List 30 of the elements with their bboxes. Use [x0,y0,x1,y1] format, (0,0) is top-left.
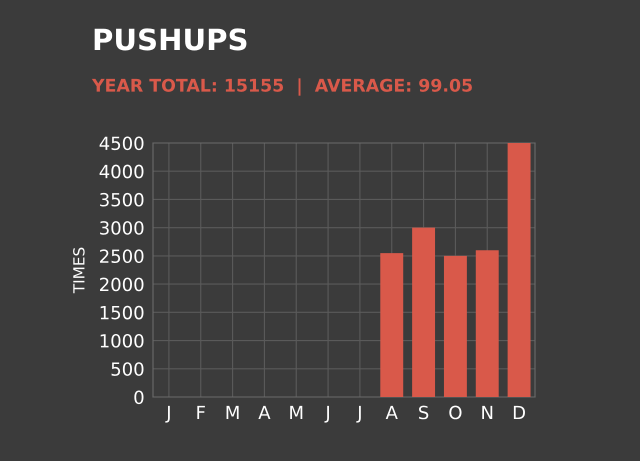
bar [476,250,499,397]
x-tick-label: J [356,406,361,423]
chart-title: PUSHUPS [94,28,246,50]
y-tick-label: 4500 [100,136,144,150]
y-tick-label: 4000 [100,164,144,178]
x-tick-label: M [290,406,302,420]
y-axis-title: TIMES [73,248,85,294]
x-tick-label: N [482,406,492,420]
bar [444,256,467,397]
x-tick-label: A [386,406,398,420]
y-tick-label: 0 [134,390,144,404]
y-tick-label: 3000 [100,221,144,235]
x-tick-label: S [419,406,428,420]
bar [380,253,404,397]
y-tick-label: 1500 [100,306,144,320]
x-tick-label: M [226,406,239,420]
x-tick-label: J [324,406,329,423]
bar [508,143,531,397]
bar [412,228,436,397]
x-tick-label: O [449,406,462,420]
x-tick-label: D [514,406,525,420]
chart-subtitle: YEAR TOTAL: 15155 | AVERAGE: 99.05 [92,78,472,96]
y-tick-label: 2000 [100,278,144,292]
y-tick-label: 2500 [100,249,144,264]
y-tick-label: 1000 [100,334,144,348]
x-tick-label: F [197,406,205,420]
y-tick-label: 3500 [100,192,144,207]
y-tick-label: 500 [112,362,144,376]
x-tick-label: J [165,406,170,423]
x-tick-label: A [258,406,270,420]
